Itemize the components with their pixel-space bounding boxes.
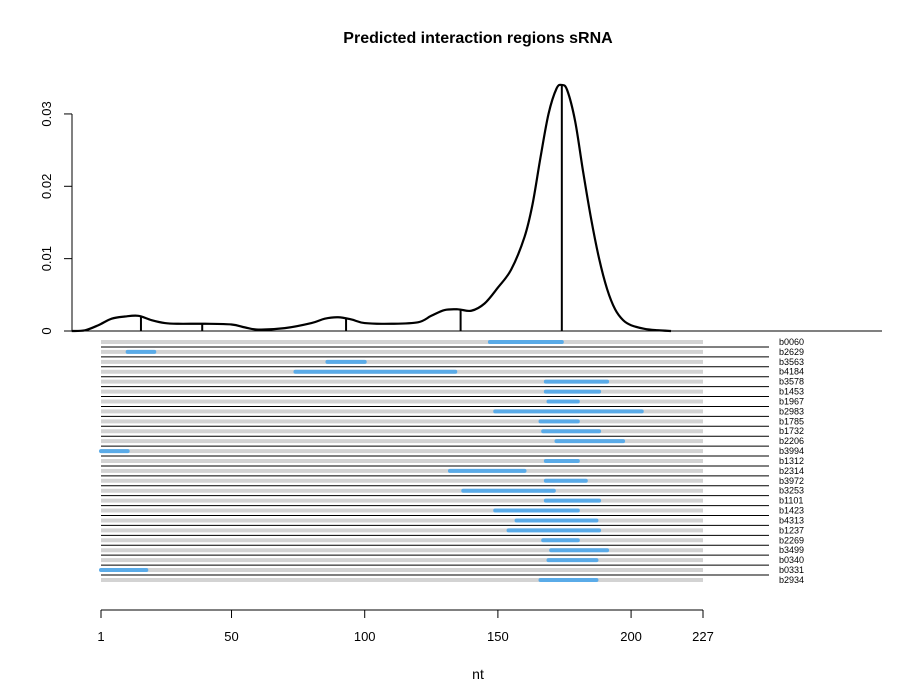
y-tick-label: 0.03 (39, 101, 54, 126)
row-label: b2269 (779, 535, 804, 545)
row-label: b3253 (779, 486, 804, 496)
chart-title: Predicted interaction regions sRNA (343, 30, 613, 47)
row-label: b3499 (779, 545, 804, 555)
row-label: b3972 (779, 476, 804, 486)
x-axis-label: nt (472, 666, 484, 682)
x-tick-label: 50 (224, 629, 238, 644)
row-label: b2983 (779, 406, 804, 416)
y-tick-label: 0 (39, 327, 54, 334)
row-label: b1453 (779, 387, 804, 397)
density-plot: 0 0.01 0.02 0.03 (39, 83, 882, 335)
y-tick-label: 0.02 (39, 174, 54, 199)
row-label: b3563 (779, 357, 804, 367)
row-label: b3994 (779, 446, 804, 456)
row-label: b4184 (779, 367, 804, 377)
row-label: b3578 (779, 377, 804, 387)
x-tick-label: 1 (97, 629, 104, 644)
row-label: b4313 (779, 515, 804, 525)
peak-markers (139, 85, 563, 331)
y-tick-label: 0.01 (39, 246, 54, 271)
row-label: b1732 (779, 426, 804, 436)
row-label: b2314 (779, 466, 804, 476)
row-label: b0340 (779, 555, 804, 565)
row-label: b2934 (779, 575, 804, 585)
x-tick-label: 150 (487, 629, 509, 644)
row-label: b1312 (779, 456, 804, 466)
row-label: b1237 (779, 525, 804, 535)
row-label: b0331 (779, 565, 804, 575)
x-tick-label: 200 (620, 629, 642, 644)
row-label: b0060 (779, 337, 804, 347)
x-axis: 1 50 100 150 200 227 (97, 609, 714, 644)
row-label: b1967 (779, 396, 804, 406)
row-label: b1423 (779, 506, 804, 516)
x-tick-label: 227 (692, 629, 714, 644)
row-label: b2206 (779, 436, 804, 446)
density-curve (71, 83, 672, 333)
row-label: b2629 (779, 347, 804, 357)
x-tick-label: 100 (354, 629, 376, 644)
row-label: b1785 (779, 416, 804, 426)
interval-tracks: b0060b2629b3563b4184b3578b1453b1967b2983… (99, 337, 804, 585)
row-label: b1101 (779, 496, 803, 506)
density-y-axis: 0 0.01 0.02 0.03 (39, 101, 73, 335)
